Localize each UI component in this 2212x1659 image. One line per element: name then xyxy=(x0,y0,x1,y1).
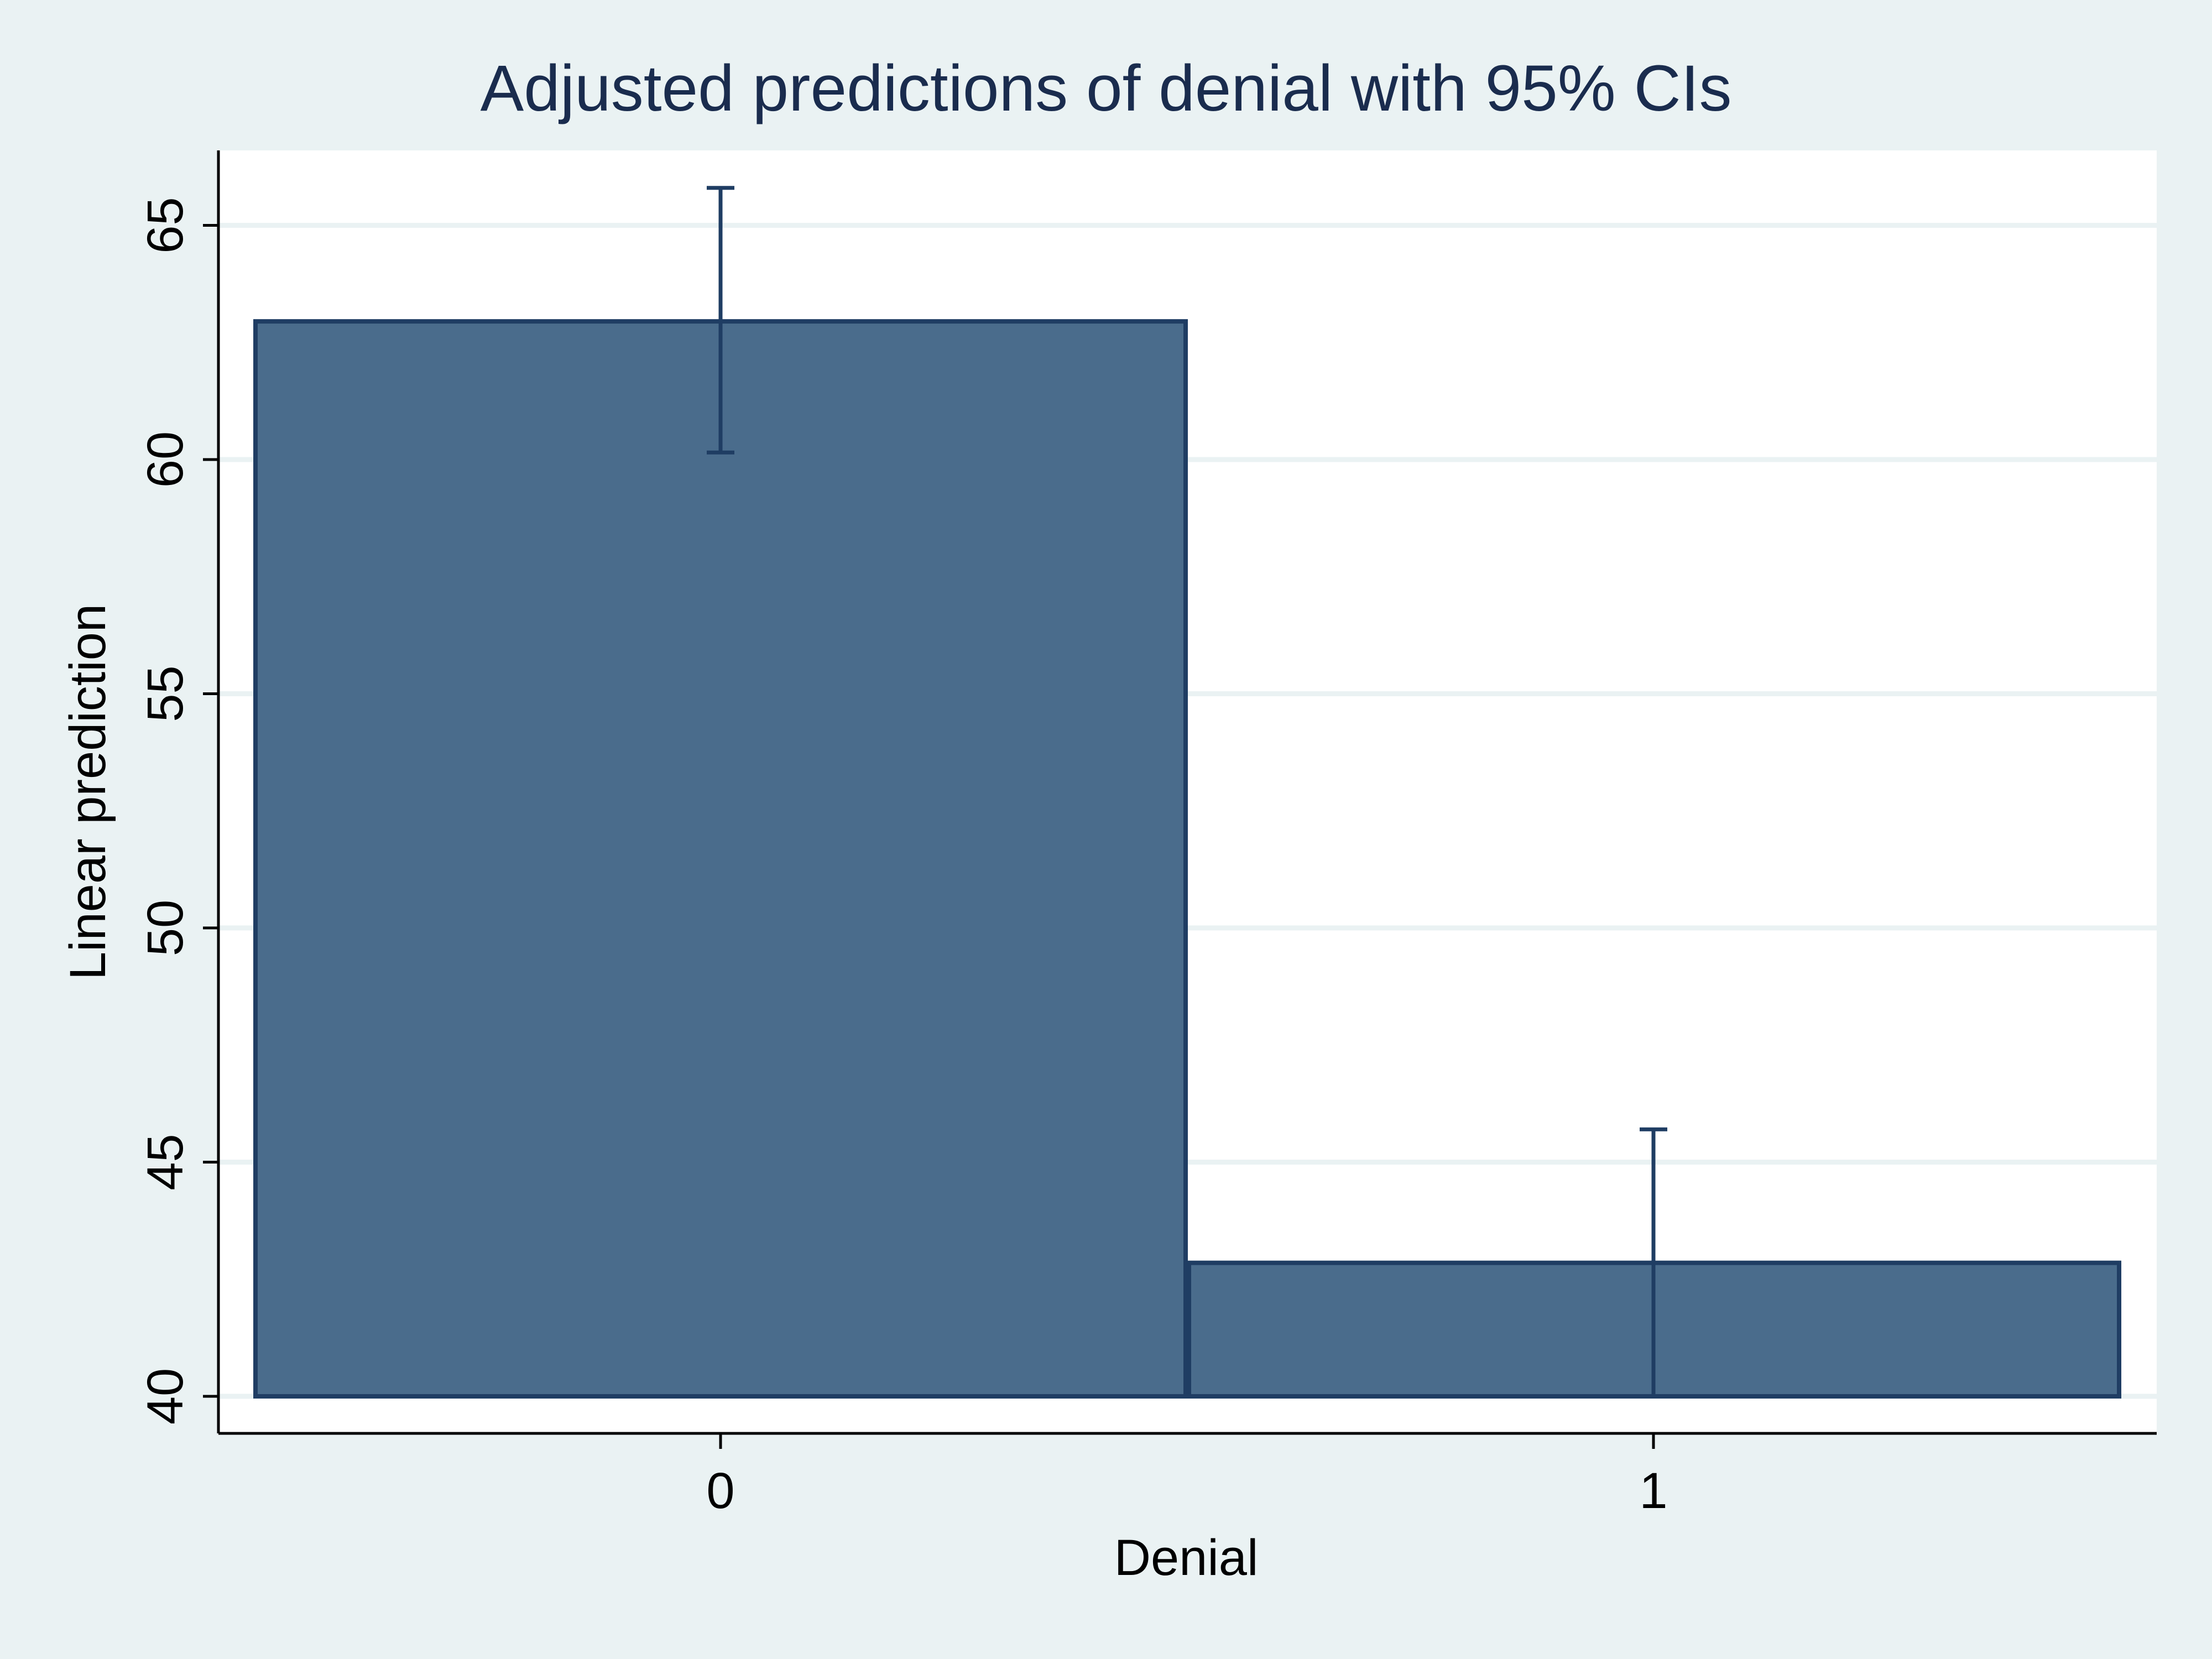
y-tick-label: 65 xyxy=(137,197,194,253)
bar xyxy=(253,319,1188,1399)
tick-labels: 40 45 50 55 60 65 0 1 xyxy=(137,197,1668,1519)
y-axis-label: Linear prediction xyxy=(60,604,116,980)
y-tick-label: 55 xyxy=(137,665,194,722)
x-tick-label: 1 xyxy=(1639,1463,1667,1519)
y-tick-label: 60 xyxy=(137,431,194,488)
y-tick-label: 45 xyxy=(137,1134,194,1190)
x-axis-label: Denial xyxy=(1114,1530,1259,1586)
y-tick-label: 40 xyxy=(137,1368,194,1425)
axes xyxy=(203,150,2157,1449)
x-tick-label: 0 xyxy=(706,1463,734,1519)
y-tick-label: 50 xyxy=(137,900,194,956)
chart-title: Adjusted predictions of denial with 95% … xyxy=(481,52,1732,125)
error-bars xyxy=(707,186,1667,1396)
